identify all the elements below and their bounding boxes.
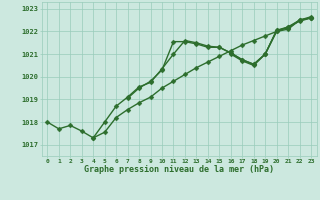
X-axis label: Graphe pression niveau de la mer (hPa): Graphe pression niveau de la mer (hPa)	[84, 165, 274, 174]
